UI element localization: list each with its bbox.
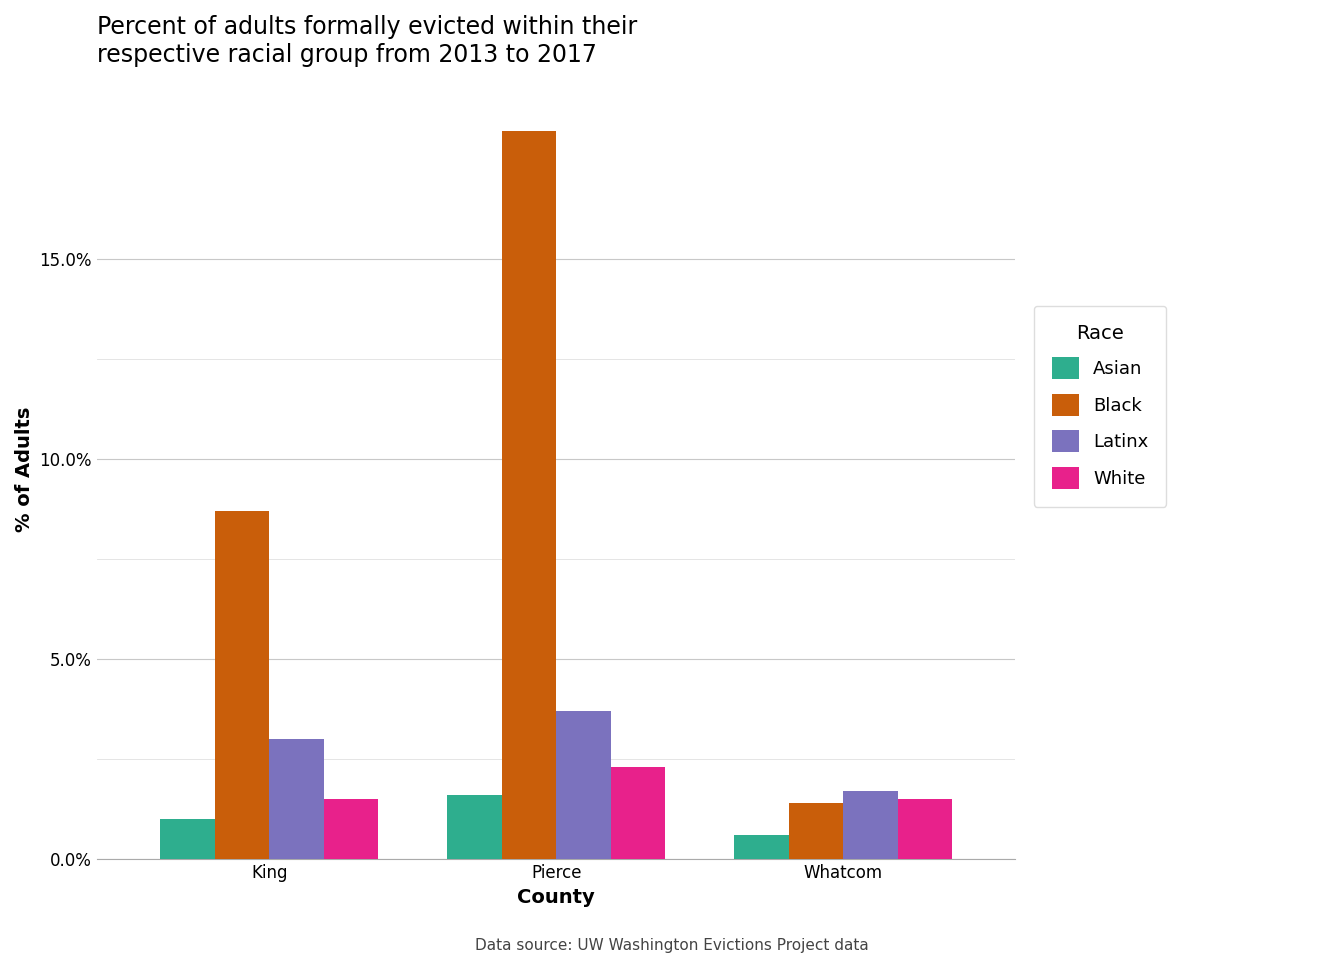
Legend: Asian, Black, Latinx, White: Asian, Black, Latinx, White	[1034, 306, 1167, 507]
X-axis label: County: County	[517, 888, 595, 906]
Bar	[898, 799, 953, 859]
Bar	[734, 835, 789, 859]
Bar	[501, 131, 556, 859]
Bar	[556, 711, 610, 859]
Bar	[160, 819, 215, 859]
Bar	[843, 791, 898, 859]
Bar	[448, 795, 501, 859]
Y-axis label: % of Adults: % of Adults	[15, 406, 34, 532]
Text: Percent of adults formally evicted within their
respective racial group from 201: Percent of adults formally evicted withi…	[97, 15, 637, 67]
Bar	[610, 767, 665, 859]
Bar	[789, 804, 843, 859]
Text: Data source: UW Washington Evictions Project data: Data source: UW Washington Evictions Pro…	[476, 939, 868, 953]
Bar	[215, 511, 269, 859]
Bar	[269, 739, 324, 859]
Bar	[324, 799, 378, 859]
